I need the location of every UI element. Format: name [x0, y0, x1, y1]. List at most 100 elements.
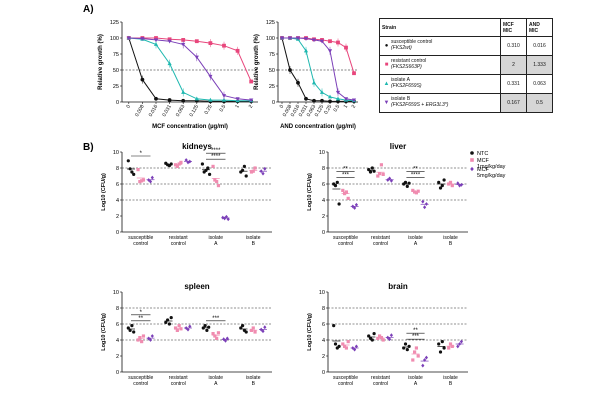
- data-point: [411, 188, 415, 192]
- category-label: A: [214, 241, 218, 247]
- data-point: [167, 98, 172, 102]
- data-point: [335, 96, 341, 101]
- category-label: susceptible: [333, 235, 358, 241]
- x-tick-label: 2: [248, 104, 255, 110]
- data-point: [370, 338, 374, 342]
- data-point: [447, 346, 451, 350]
- data-point: [215, 180, 219, 184]
- and-dose-response-chart: 025507510012500.0080.0160.0310.0630.1250…: [254, 20, 358, 130]
- x-tick-label: 0: [125, 104, 132, 110]
- strain-genotype: (FKS2F659S): [391, 83, 422, 89]
- series-line: [282, 37, 355, 102]
- data-point: [177, 324, 181, 328]
- chart-title: kidneys: [182, 142, 212, 151]
- category-label: control: [338, 381, 353, 387]
- x-tick-label: 0.063: [175, 104, 187, 118]
- y-axis-label: Log10 (CFU/g): [307, 173, 313, 211]
- data-point: [203, 324, 207, 328]
- data-point: [456, 181, 460, 186]
- category-label: control: [373, 241, 388, 247]
- mcf-mic-value: 0.167: [500, 93, 527, 113]
- data-point: [138, 336, 142, 340]
- chart-title: liver: [390, 142, 406, 151]
- mcf-mic-value: 0.310: [500, 36, 527, 56]
- table-row: ▼isolate B (FKS2F659S + ERG3L3*) 0.167 0.…: [379, 93, 553, 113]
- and-mic-value: 0.063: [526, 74, 553, 94]
- data-point: [241, 324, 245, 328]
- data-point: [333, 184, 338, 188]
- data-point: [413, 350, 417, 354]
- y-tick-label: 2: [116, 214, 119, 220]
- significance-label: *: [140, 151, 143, 157]
- category-label: control: [133, 381, 148, 387]
- data-point: [456, 344, 460, 349]
- data-point: [407, 344, 411, 348]
- data-point: [181, 38, 186, 42]
- data-point: [381, 338, 385, 342]
- and-mic-value: 1.333: [526, 55, 553, 75]
- series-line: [128, 37, 252, 102]
- data-point: [353, 206, 357, 210]
- data-point: [343, 344, 347, 348]
- data-point: [378, 172, 382, 176]
- legend-label: NTC: [477, 151, 488, 157]
- data-point: [208, 97, 213, 102]
- y-tick-label: 25: [269, 84, 275, 90]
- data-point: [194, 39, 199, 44]
- data-point: [424, 355, 428, 360]
- data-point: [184, 158, 188, 162]
- strain-name: resistant control: [391, 58, 427, 65]
- data-point: [414, 346, 418, 350]
- data-point: [206, 166, 210, 170]
- y-tick-label: 6: [322, 182, 325, 188]
- significance-label: ****: [211, 154, 221, 160]
- data-point: [421, 363, 425, 368]
- data-point: [346, 196, 350, 200]
- y-tick-label: 10: [319, 150, 325, 156]
- strain-name: isolate B: [391, 96, 411, 103]
- data-point: [442, 178, 446, 182]
- category-label: control: [133, 241, 148, 247]
- category-label: susceptible: [128, 375, 153, 381]
- x-tick-label: 0: [279, 104, 286, 110]
- category-label: isolate: [246, 375, 261, 381]
- x-tick-label: 0.5: [219, 104, 228, 113]
- y-tick-label: 0: [116, 230, 119, 236]
- data-point: [413, 190, 417, 194]
- data-point: [442, 346, 446, 350]
- data-point: [235, 97, 240, 102]
- category-label: isolate: [443, 235, 458, 241]
- x-tick-label: 0.031: [161, 104, 173, 118]
- square-legend-icon: [470, 158, 474, 162]
- data-point: [440, 184, 444, 188]
- square-icon: ■: [384, 62, 389, 68]
- series-line: [282, 37, 355, 74]
- data-point: [173, 163, 178, 167]
- data-point: [320, 98, 324, 103]
- data-point: [211, 332, 215, 336]
- data-point: [388, 337, 392, 342]
- data-point: [175, 328, 179, 332]
- series-line: [282, 37, 355, 101]
- data-point: [389, 178, 393, 183]
- category-label: A: [414, 241, 418, 247]
- significance-label: **: [343, 167, 348, 173]
- y-tick-label: 0: [272, 100, 275, 106]
- series-line: [128, 37, 252, 101]
- data-point: [319, 39, 325, 44]
- data-point: [167, 39, 172, 44]
- category-label: susceptible: [128, 235, 153, 241]
- x-axis-label: MCF concentration (µg/ml): [152, 124, 228, 130]
- category-label: isolate: [209, 375, 224, 381]
- category-label: isolate: [209, 235, 224, 241]
- data-point: [186, 327, 190, 332]
- data-point: [458, 183, 462, 188]
- y-tick-label: 0: [322, 230, 325, 236]
- data-point: [207, 325, 211, 329]
- data-point: [344, 190, 348, 194]
- data-point: [130, 170, 134, 174]
- significance-label: ***: [212, 316, 220, 322]
